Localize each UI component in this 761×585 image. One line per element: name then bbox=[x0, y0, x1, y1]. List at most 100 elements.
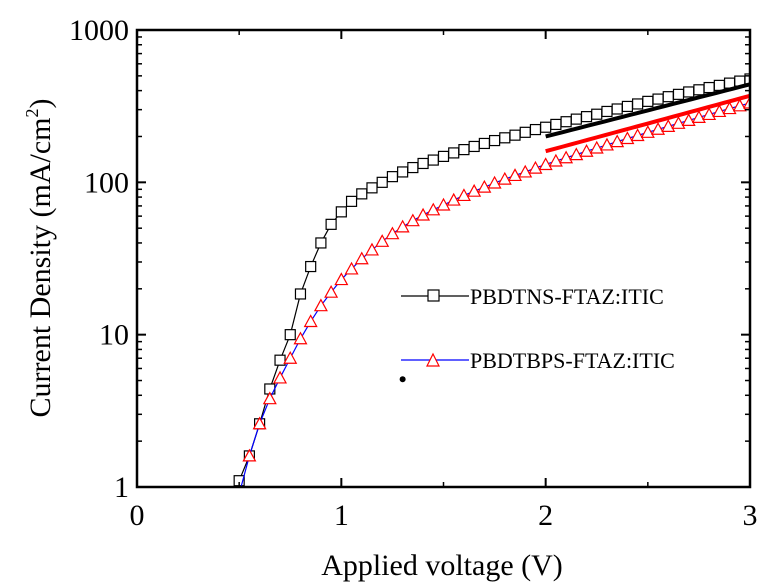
data-point-s0-33 bbox=[570, 113, 582, 125]
data-point-s1-27 bbox=[508, 168, 523, 182]
legend: PBDTNS-FTAZ:ITIC PBDTBPS-FTAZ:ITIC bbox=[401, 284, 675, 373]
data-point-s0-4 bbox=[274, 354, 286, 366]
legend-marker-square bbox=[427, 289, 440, 302]
data-point-s0-27 bbox=[509, 129, 521, 141]
y-tick-label-3: 1000 bbox=[69, 14, 129, 47]
y-axis-title: Current Density (mA/cm2) bbox=[22, 99, 57, 418]
data-point-s0-9 bbox=[325, 218, 337, 230]
data-point-s1-1 bbox=[242, 448, 257, 462]
data-point-s1-49 bbox=[732, 98, 747, 112]
data-point-s0-40 bbox=[642, 95, 654, 107]
data-point-s1-0 bbox=[239, 486, 240, 487]
data-point-s0-19 bbox=[427, 154, 439, 166]
data-point-s0-12 bbox=[356, 188, 368, 200]
data-point-s0-8 bbox=[315, 237, 327, 249]
legend-entry-0: PBDTNS-FTAZ:ITIC bbox=[401, 284, 664, 309]
data-point-s1-30 bbox=[538, 157, 553, 171]
data-point-s0-23 bbox=[468, 140, 480, 153]
data-point-s1-39 bbox=[630, 128, 645, 142]
data-point-s1-20 bbox=[436, 197, 451, 211]
data-point-s1-24 bbox=[477, 179, 492, 193]
data-point-s0-39 bbox=[632, 98, 644, 110]
data-point-s1-10 bbox=[334, 272, 349, 286]
data-point-s0-17 bbox=[407, 161, 419, 174]
data-point-s1-15 bbox=[385, 226, 400, 240]
data-point-s1-34 bbox=[579, 143, 594, 157]
data-point-s1-2 bbox=[252, 416, 267, 430]
data-point-s1-26 bbox=[497, 171, 512, 185]
data-point-s1-38 bbox=[620, 131, 635, 145]
data-point-s0-20 bbox=[437, 150, 450, 162]
fit-line-0 bbox=[545, 82, 750, 139]
data-point-s1-11 bbox=[344, 261, 359, 275]
data-point-s1-23 bbox=[467, 183, 482, 197]
data-point-s0-42 bbox=[662, 91, 674, 103]
x-tick-label-0: 0 bbox=[130, 499, 145, 532]
fit-line-1 bbox=[545, 93, 750, 154]
data-point-s1-25 bbox=[487, 175, 502, 189]
data-point-s1-37 bbox=[610, 134, 625, 148]
data-point-s0-25 bbox=[488, 134, 501, 147]
x-axis-title: Applied voltage (V) bbox=[321, 549, 563, 582]
y-tick-label-2: 100 bbox=[84, 166, 129, 199]
data-point-s1-13 bbox=[364, 242, 379, 256]
data-point-s0-50 bbox=[744, 73, 750, 85]
data-point-s1-12 bbox=[354, 251, 369, 265]
data-point-s1-19 bbox=[426, 202, 441, 216]
data-point-s0-28 bbox=[519, 126, 531, 138]
data-point-s1-48 bbox=[722, 101, 737, 115]
data-point-s0-26 bbox=[499, 132, 511, 144]
data-point-s0-37 bbox=[611, 103, 623, 115]
data-point-s1-8 bbox=[313, 298, 328, 312]
data-point-s1-9 bbox=[324, 284, 339, 298]
y-tick-label-0: 1 bbox=[114, 471, 129, 504]
data-point-s1-16 bbox=[395, 219, 410, 233]
data-point-s0-34 bbox=[580, 111, 593, 123]
data-point-s0-18 bbox=[417, 157, 429, 170]
data-point-s1-42 bbox=[661, 119, 676, 132]
data-point-s1-17 bbox=[405, 213, 420, 227]
data-point-s1-33 bbox=[569, 147, 584, 161]
annotation-dot-0 bbox=[399, 376, 406, 383]
y-axis-title-superscript: 2 bbox=[22, 109, 42, 118]
data-point-s1-29 bbox=[528, 160, 543, 174]
data-point-s0-44 bbox=[683, 86, 695, 98]
data-point-s1-6 bbox=[293, 331, 308, 345]
fit-line-layer bbox=[545, 82, 750, 154]
data-point-s1-3 bbox=[262, 391, 277, 405]
data-point-s1-35 bbox=[589, 140, 604, 154]
x-tick-label-1: 1 bbox=[334, 499, 349, 532]
data-point-s0-15 bbox=[386, 171, 399, 183]
data-point-s0-35 bbox=[591, 108, 603, 120]
data-point-s0-46 bbox=[703, 81, 715, 94]
data-point-s1-31 bbox=[548, 153, 563, 167]
legend-label-1: PBDTBPS-FTAZ:ITIC bbox=[470, 348, 675, 373]
data-point-s0-7 bbox=[305, 260, 317, 273]
data-point-s1-18 bbox=[416, 207, 431, 221]
data-point-s0-38 bbox=[621, 100, 634, 113]
data-point-s1-43 bbox=[671, 116, 686, 129]
data-point-s0-24 bbox=[478, 137, 490, 150]
data-point-s1-7 bbox=[303, 314, 318, 328]
data-point-s1-28 bbox=[518, 164, 533, 178]
data-point-s0-31 bbox=[550, 118, 562, 131]
data-point-s0-43 bbox=[672, 88, 685, 100]
data-point-s0-5 bbox=[284, 329, 296, 341]
series-layer bbox=[233, 73, 750, 487]
data-point-s0-47 bbox=[713, 79, 725, 91]
data-point-s1-5 bbox=[283, 351, 298, 364]
data-point-s0-22 bbox=[458, 144, 470, 156]
x-tick-label-2: 2 bbox=[538, 499, 553, 532]
y-axis-title-close: ) bbox=[24, 99, 57, 109]
data-point-s0-10 bbox=[335, 206, 347, 218]
data-point-s1-41 bbox=[651, 122, 666, 135]
data-point-s0-29 bbox=[529, 123, 542, 136]
data-point-s1-45 bbox=[691, 110, 706, 123]
data-point-s1-32 bbox=[559, 150, 574, 164]
data-point-s1-50 bbox=[742, 95, 750, 109]
data-point-s1-4 bbox=[273, 370, 288, 384]
data-point-s0-32 bbox=[560, 116, 572, 128]
legend-entry-1: PBDTBPS-FTAZ:ITIC bbox=[401, 348, 675, 373]
data-point-s0-41 bbox=[652, 93, 664, 105]
